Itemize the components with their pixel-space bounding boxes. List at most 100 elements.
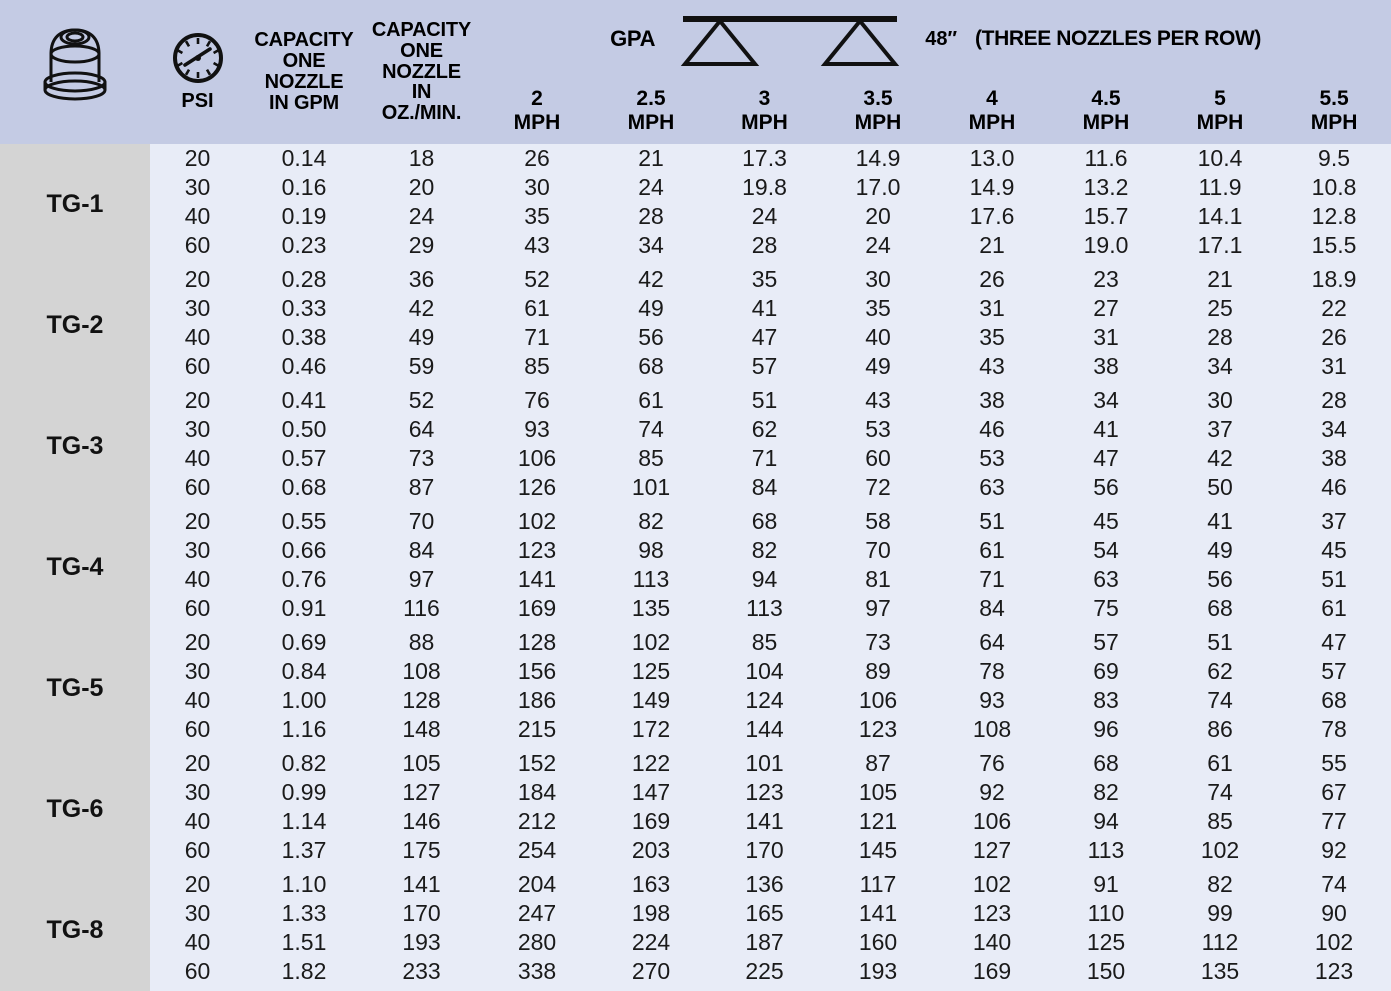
gpm-value: 1.14 [245,807,363,836]
gpa-3.5mph-value: 105 [821,778,935,807]
oz-value: 193 [363,928,480,957]
gpa-2mph-value: 338 [480,957,594,986]
oz-value: 128 [363,686,480,715]
gpm-value: 0.23 [245,231,363,260]
gpm-value: 0.16 [245,173,363,202]
nozzle-label-tg-6: TG-6 [0,749,150,870]
gpa-3mph-value: 225 [708,957,821,986]
gpa-4mph-value: 64 [935,628,1049,657]
gpa-3.5mph-value: 49 [821,352,935,381]
psi-value: 20 [150,749,245,778]
oz-value: 24 [363,202,480,231]
gpa-3mph-value: 85 [708,628,821,657]
table-row: 30 0.16 20 30 24 19.8 17.0 14.9 13.2 11.9 10.8 [150,173,1391,202]
gpa-3.5mph-value: 40 [821,323,935,352]
gpm-value: 0.46 [245,352,363,381]
gpm-value: 0.55 [245,507,363,536]
gpa-4mph-value: 43 [935,352,1049,381]
gpa-3.5mph-value: 141 [821,899,935,928]
nozzle-data-block: 20 0.14 18 26 21 17.3 14.9 13.0 11.6 10.4 9.5 30 0.1… [150,144,1391,265]
table-row: 40 0.57 73 106 85 71 60 53 47 42 38 [150,444,1391,473]
psi-value: 40 [150,565,245,594]
table-row: 40 1.51 193 280 224 187 160 140 125 112 102 [150,928,1391,957]
gpa-2.5mph-value: 101 [594,473,708,502]
gpa-4.5mph-value: 13.2 [1049,173,1163,202]
oz-value: 146 [363,807,480,836]
gpa-3.5mph-value: 145 [821,836,935,865]
gpa-3mph-value: 170 [708,836,821,865]
gpa-5.5mph-value: 28 [1277,386,1391,415]
gpa-4.5mph-value: 110 [1049,899,1163,928]
oz-value: 42 [363,294,480,323]
gpa-2mph-value: 128 [480,628,594,657]
gpa-2.5mph-value: 21 [594,144,708,173]
gpa-5mph-value: 61 [1163,749,1277,778]
gpm-value: 0.91 [245,594,363,623]
gpa-5mph-value: 25 [1163,294,1277,323]
psi-value: 60 [150,473,245,502]
gpa-2mph-value: 106 [480,444,594,473]
table-row: 20 0.69 88 128 102 85 73 64 57 51 47 [150,628,1391,657]
psi-value: 40 [150,202,245,231]
speed-unit: MPH [513,111,561,134]
table-row: 20 0.41 52 76 61 51 43 38 34 30 28 [150,386,1391,415]
gpa-4.5mph-value: 15.7 [1049,202,1163,231]
gpa-3.5mph-value: 123 [821,715,935,744]
gpa-3.5mph-value: 24 [821,231,935,260]
gpa-3.5mph-value: 43 [821,386,935,415]
gpa-3mph-value: 41 [708,294,821,323]
gpa-4mph-value: 108 [935,715,1049,744]
table-row: 30 0.99 127 184 147 123 105 92 82 74 67 [150,778,1391,807]
gpa-3mph-value: 17.3 [708,144,821,173]
gpa-4.5mph-value: 54 [1049,536,1163,565]
gpa-3mph-value: 123 [708,778,821,807]
gpa-3.5mph-value: 30 [821,265,935,294]
gpa-2mph-value: 169 [480,594,594,623]
gpm-value: 0.82 [245,749,363,778]
gpa-3.5mph-value: 87 [821,749,935,778]
gpa-2.5mph-value: 49 [594,294,708,323]
gpa-2mph-value: 204 [480,870,594,899]
gpa-3.5mph-value: 72 [821,473,935,502]
gpa-3mph-value: 165 [708,899,821,928]
gpa-2.5mph-value: 113 [594,565,708,594]
table-row: 40 0.19 24 35 28 24 20 17.6 15.7 14.1 12.8 [150,202,1391,231]
gpa-5.5mph-value: 37 [1277,507,1391,536]
table-row: 20 0.82 105 152 122 101 87 76 68 61 55 [150,749,1391,778]
gpa-5.5mph-value: 67 [1277,778,1391,807]
oz-value: 127 [363,778,480,807]
capacity-gpm-line-3: NOZZLE [264,71,344,93]
gpa-4.5mph-value: 27 [1049,294,1163,323]
gpa-5.5mph-value: 34 [1277,415,1391,444]
oz-value: 18 [363,144,480,173]
gpa-5mph-value: 14.1 [1163,202,1277,231]
gpa-2.5mph-value: 172 [594,715,708,744]
table-row: 20 0.28 36 52 42 35 30 26 23 21 18.9 [150,265,1391,294]
speed-value: 2 [531,87,543,111]
psi-value: 60 [150,836,245,865]
gpa-5mph-value: 51 [1163,628,1277,657]
speed-unit: MPH [627,111,675,134]
nozzle-label-tg-2: TG-2 [0,265,150,386]
gpa-4.5mph-value: 56 [1049,473,1163,502]
oz-value: 59 [363,352,480,381]
nozzle-label-tg-1: TG-1 [0,144,150,265]
gpm-value: 0.68 [245,473,363,502]
speed-value: 3 [758,87,771,111]
psi-value: 60 [150,231,245,260]
gpm-value: 0.41 [245,386,363,415]
gpa-4mph-value: 123 [935,899,1049,928]
gpa-2.5mph-value: 163 [594,870,708,899]
nozzle-data-block: 20 0.55 70 102 82 68 58 51 45 41 37 30 0.66 84 123 98 82… [150,507,1391,628]
gpa-4.5mph-value: 11.6 [1049,144,1163,173]
gpa-5mph-value: 99 [1163,899,1277,928]
capacity-oz-header: CAPACITY ONE NOZZLE IN OZ./MIN. [363,0,480,144]
gpa-2mph-value: 126 [480,473,594,502]
gpa-5.5mph-value: 26 [1277,323,1391,352]
oz-value: 105 [363,749,480,778]
capacity-gpm-line-4: IN GPM [269,91,339,114]
speed-value: 4 [986,87,998,111]
speed-unit: MPH [854,111,902,134]
psi-value: 20 [150,265,245,294]
